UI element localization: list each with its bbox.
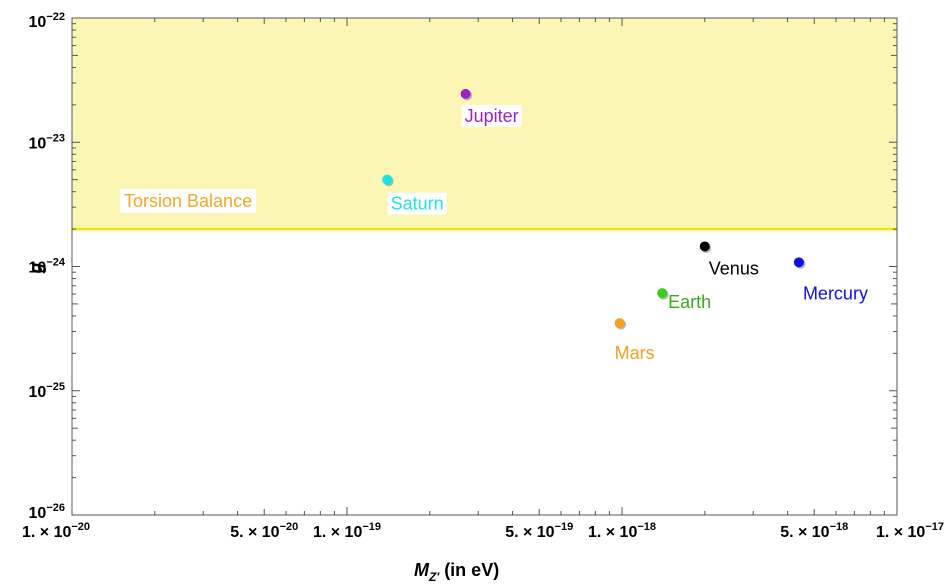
point-label-bg bbox=[461, 104, 522, 127]
point-label-mercury: Mercury bbox=[803, 283, 868, 303]
x-axis-title-main: M bbox=[414, 560, 430, 580]
x-tick-labels: 1. × 10−20 5. × 10−20 1. × 10−19 5. × 10−19… bbox=[22, 521, 944, 541]
x-tick-label: 1. × 10−17 bbox=[876, 521, 944, 541]
x-axis-title-rest: (in eV) bbox=[439, 560, 499, 580]
y-tick-labels: 10−22 10−23 10−24 10−25 10−26 bbox=[29, 11, 66, 522]
x-tick-label: 5. × 10−20 bbox=[230, 521, 298, 541]
y-tick-label: 10−25 bbox=[29, 381, 65, 401]
x-axis-title: MZ' (in eV) bbox=[414, 560, 499, 584]
x-tick-label: 5. × 10−19 bbox=[505, 521, 573, 541]
data-point-earth bbox=[657, 288, 668, 299]
point-label-jupiter: Jupiter bbox=[465, 106, 519, 126]
data-point-saturn bbox=[382, 174, 393, 185]
data-point-mercury bbox=[793, 257, 804, 268]
x-tick-label: 1. × 10−20 bbox=[22, 521, 90, 541]
x-tick-label: 1. × 10−19 bbox=[313, 521, 381, 541]
point-label-bg bbox=[387, 192, 447, 215]
point-label-saturn: Saturn bbox=[391, 194, 444, 214]
x-tick-label: 1. × 10−18 bbox=[588, 521, 656, 541]
point-labels: Jupiter Saturn Venus Mercury Earth Mars bbox=[387, 104, 868, 363]
torsion-balance-label: Torsion Balance bbox=[124, 191, 252, 211]
data-points bbox=[382, 88, 806, 330]
y-tick-label: 10−26 bbox=[29, 502, 65, 522]
data-point-mars bbox=[614, 318, 625, 329]
y-tick-label: 10−22 bbox=[29, 11, 65, 31]
x-tick-label: 5. × 10−18 bbox=[780, 521, 848, 541]
y-tick-label: 10−24 bbox=[29, 257, 66, 277]
data-point-jupiter bbox=[460, 88, 471, 99]
data-point-venus bbox=[699, 241, 710, 252]
point-label-venus: Venus bbox=[709, 258, 759, 278]
y-tick-label: 10−23 bbox=[29, 132, 65, 152]
point-label-earth: Earth bbox=[668, 292, 711, 312]
y-axis-title: g bbox=[26, 263, 46, 275]
point-label-mars: Mars bbox=[615, 343, 655, 363]
plot-frame bbox=[71, 17, 898, 516]
torsion-balance-label-bg bbox=[120, 189, 257, 213]
x-axis-title-sub: Z' bbox=[428, 570, 440, 584]
